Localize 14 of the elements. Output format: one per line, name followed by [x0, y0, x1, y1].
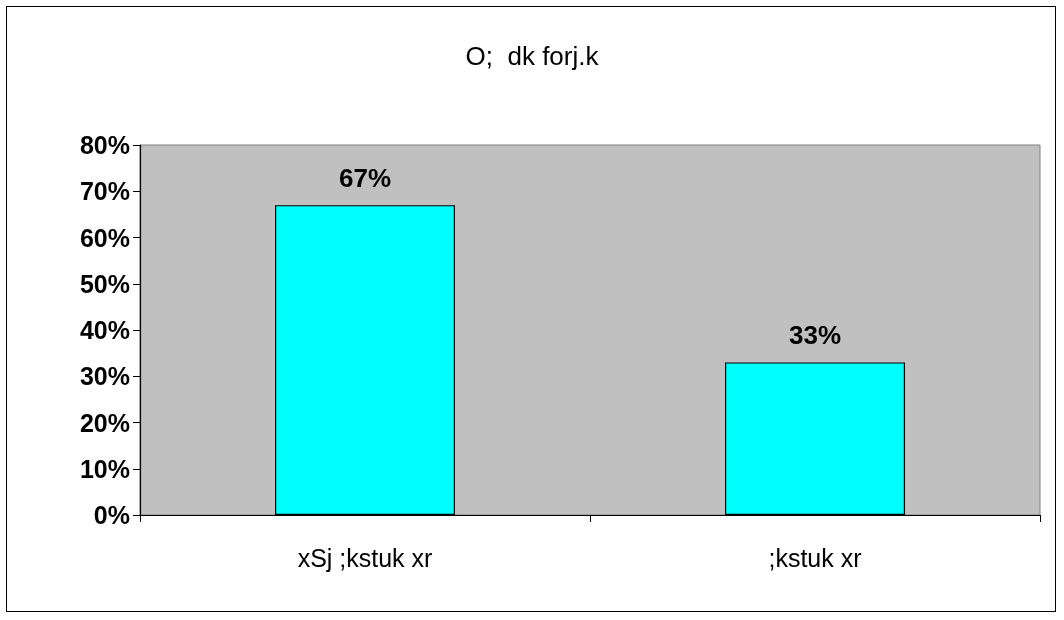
data-label: 33% [788, 320, 842, 351]
y-tick-label: 30% [79, 362, 130, 391]
y-tick-label: 50% [79, 269, 130, 298]
x-tick-label: xSj ;kstuk xr [297, 543, 433, 572]
x-tick-label: ;kstuk xr [768, 543, 862, 572]
y-tick-label: 10% [79, 454, 130, 483]
y-tick-label: 40% [79, 316, 130, 344]
y-tick-label: 80% [79, 131, 130, 159]
chart-title: O; dk forj.k [465, 41, 600, 71]
data-label: 67% [338, 163, 392, 194]
y-tick-label: 70% [79, 177, 130, 206]
y-tick-label: 20% [79, 408, 130, 437]
y-tick-label: 0% [93, 501, 130, 529]
y-tick-label: 60% [79, 223, 130, 252]
